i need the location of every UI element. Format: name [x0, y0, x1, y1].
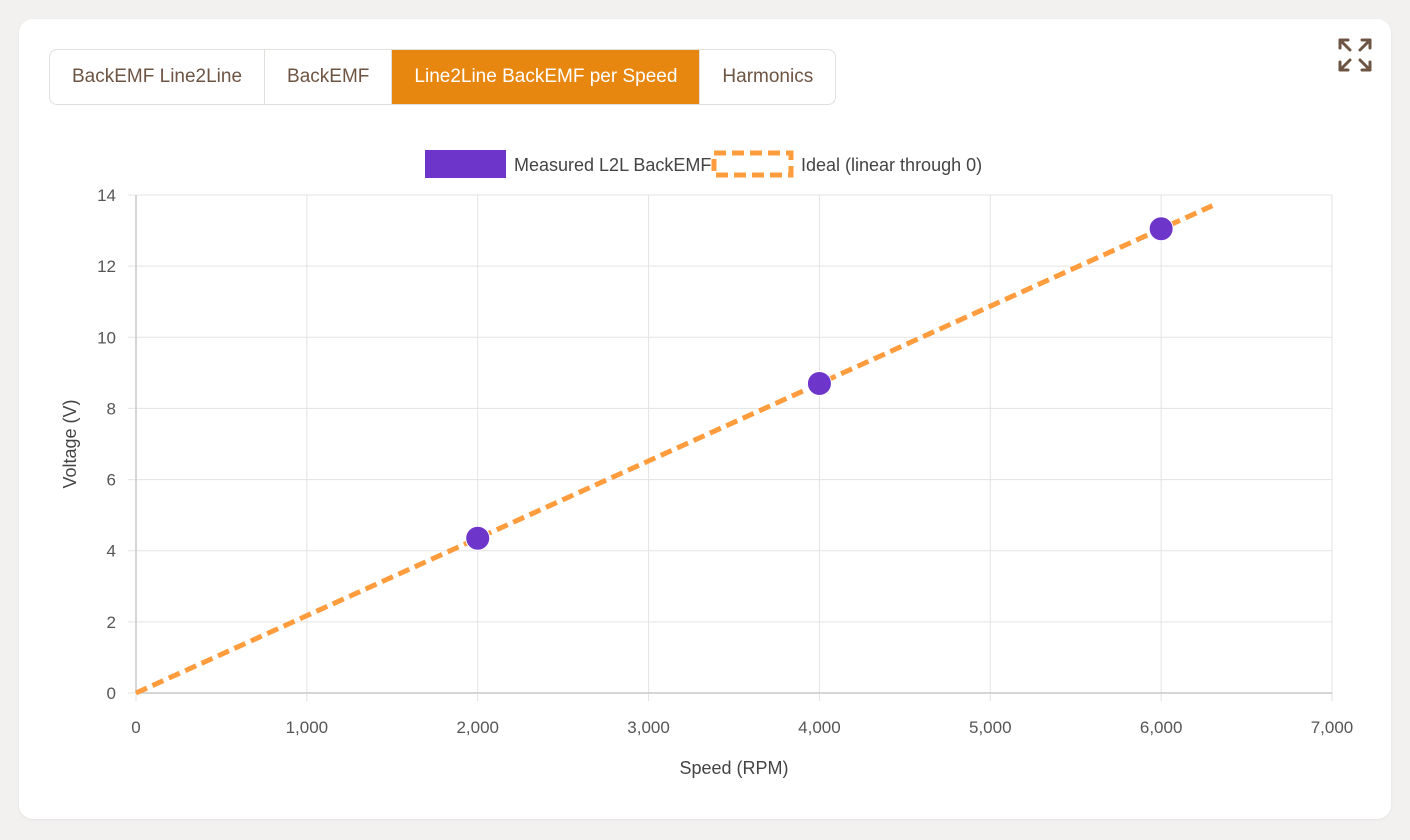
legend-label-measured: Measured L2L BackEMF — [514, 155, 711, 175]
tab-backemf[interactable]: BackEMF — [265, 50, 393, 104]
x-tick-label: 2,000 — [456, 718, 499, 737]
tab-backemf-line2line[interactable]: BackEMF Line2Line — [50, 50, 266, 104]
x-tick-label: 7,000 — [1311, 718, 1354, 737]
legend-swatch-ideal — [711, 150, 794, 178]
chart-series — [134, 203, 1214, 696]
y-tick-label: 6 — [107, 471, 116, 490]
x-tick-label: 5,000 — [969, 718, 1012, 737]
x-tick-label: 6,000 — [1140, 718, 1183, 737]
backemf-per-speed-chart: 0 1,000 2,000 3,000 4,000 5,000 6,000 7,000 0 2 4 6… — [60, 150, 1353, 778]
y-tick-label: 10 — [97, 328, 116, 347]
y-tick-label: 0 — [107, 684, 116, 703]
measured-point — [806, 371, 832, 397]
chart-tabs: BackEMF Line2Line BackEMF Line2Line Back… — [49, 49, 837, 105]
measured-point — [1148, 216, 1174, 242]
tab-line2line-backemf-per-speed[interactable]: Line2Line BackEMF per Speed — [392, 50, 701, 104]
legend-label-ideal: Ideal (linear through 0) — [801, 155, 982, 175]
chart-axes: 0 1,000 2,000 3,000 4,000 5,000 6,000 7,000 0 2 4 6… — [97, 186, 1353, 737]
y-axis-title: Voltage (V) — [60, 399, 80, 488]
x-axis-title: Speed (RPM) — [679, 758, 788, 778]
expand-icon[interactable] — [1337, 37, 1373, 73]
legend-swatch-measured — [425, 150, 506, 178]
ideal-line — [134, 203, 1214, 696]
chart-legend: Measured L2L BackEMF Ideal (linear throug… — [425, 150, 982, 178]
tab-harmonics[interactable]: Harmonics — [722, 66, 814, 87]
x-tick-label: 4,000 — [798, 718, 841, 737]
y-tick-label: 12 — [97, 257, 116, 276]
y-tick-label: 2 — [107, 613, 116, 632]
measured-point — [465, 525, 491, 551]
x-tick-label: 0 — [131, 718, 140, 737]
x-tick-label: 3,000 — [627, 718, 670, 737]
y-tick-label: 8 — [107, 399, 116, 418]
chart-grid — [128, 194, 1333, 701]
chart-card: BackEMF Line2Line BackEMF Line2Line Back… — [19, 19, 1391, 819]
x-tick-label: 1,000 — [286, 718, 329, 737]
y-tick-label: 14 — [97, 186, 116, 205]
y-tick-label: 4 — [107, 542, 116, 561]
